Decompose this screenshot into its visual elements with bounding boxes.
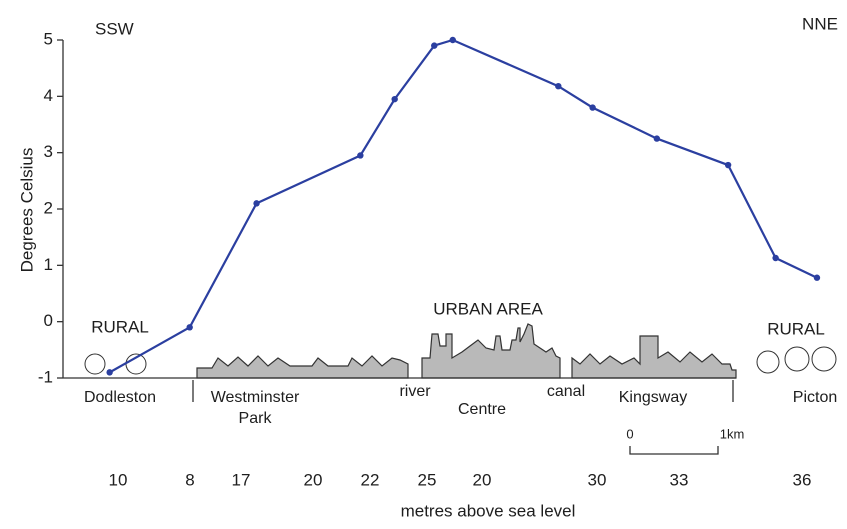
- place-label: Westminster: [211, 389, 300, 406]
- place-label: Dodleston: [84, 389, 156, 406]
- elevation-label: 10: [109, 470, 128, 489]
- data-point: [450, 37, 456, 43]
- data-point: [253, 200, 259, 206]
- y-tick-label: 4: [44, 86, 53, 105]
- y-tick-label: 2: [44, 198, 53, 217]
- tree: [785, 347, 809, 371]
- annotation: SSW: [95, 19, 134, 38]
- data-point: [589, 104, 595, 110]
- place-label: Kingsway: [619, 389, 687, 406]
- scale-label: 1km: [720, 426, 745, 441]
- data-point: [431, 42, 437, 48]
- elevation-label: 8: [185, 470, 194, 489]
- data-point: [186, 324, 192, 330]
- scale-label: 0: [626, 426, 633, 441]
- annotation: NNE: [802, 14, 838, 33]
- annotation: RURAL: [91, 317, 149, 336]
- tree: [85, 354, 105, 374]
- annotation: RURAL: [767, 319, 825, 338]
- tree: [812, 347, 836, 371]
- y-tick-label: -1: [38, 367, 53, 386]
- y-axis-label: Degrees Celsius: [17, 148, 36, 273]
- y-tick-label: 1: [44, 255, 53, 274]
- scale-bar: [630, 446, 718, 454]
- elevation-label: 22: [361, 470, 380, 489]
- place-label: Picton: [793, 389, 837, 406]
- data-point: [106, 369, 112, 375]
- y-tick-label: 0: [44, 311, 53, 330]
- elevation-label: 20: [304, 470, 323, 489]
- data-point: [555, 83, 561, 89]
- place-label: canal: [547, 383, 585, 400]
- data-point: [814, 275, 820, 281]
- data-point: [772, 255, 778, 261]
- elevation-label: 20: [473, 470, 492, 489]
- buildings: [422, 324, 560, 378]
- data-line: [110, 40, 817, 372]
- data-point: [725, 162, 731, 168]
- place-label: Park: [239, 410, 273, 427]
- elevation-label: 25: [418, 470, 437, 489]
- buildings: [572, 336, 736, 378]
- annotation: URBAN AREA: [433, 299, 543, 318]
- x-axis-label: metres above sea level: [401, 501, 576, 520]
- y-tick-label: 5: [44, 29, 53, 48]
- chart: Degrees Celsius metres above sea level -…: [0, 0, 847, 529]
- y-tick-label: 3: [44, 142, 53, 161]
- tree: [757, 351, 779, 373]
- elevation-label: 36: [793, 470, 812, 489]
- buildings: [197, 356, 408, 378]
- urban-silhouette: [197, 324, 736, 378]
- data-point: [357, 152, 363, 158]
- data-point: [391, 96, 397, 102]
- elevation-label: 17: [232, 470, 251, 489]
- data-point: [654, 135, 660, 141]
- place-label: river: [399, 383, 431, 400]
- elevation-label: 30: [588, 470, 607, 489]
- elevation-label: 33: [670, 470, 689, 489]
- place-label: Centre: [458, 401, 506, 418]
